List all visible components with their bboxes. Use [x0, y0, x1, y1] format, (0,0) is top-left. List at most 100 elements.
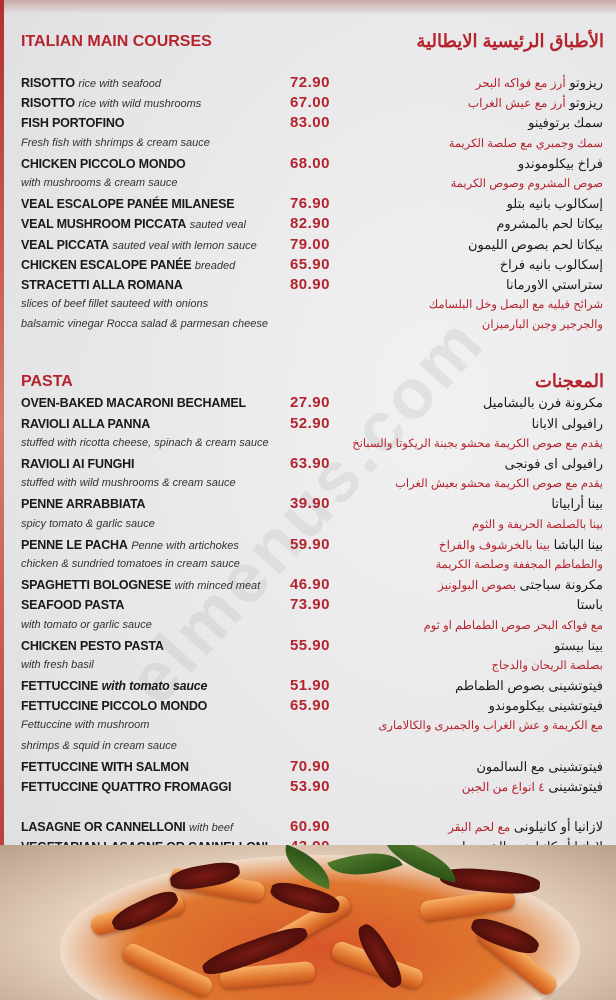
item-name-arabic: رافيولى اى فونجى	[504, 456, 603, 471]
item-name-arabic: مكرونة سباجتى	[519, 577, 603, 593]
item-name-ar: بينا الباشا بينا بالخرشوف والفراخ	[439, 537, 603, 553]
item-name-ar: إسكالوب بانيه فراخ	[500, 257, 603, 273]
item-name-arabic: ريزوتو	[569, 95, 603, 111]
menu: ITALIAN MAIN COURSES الأطباق الرئيسية الا…	[0, 31, 616, 858]
item-price: 59.90	[289, 535, 330, 553]
item-name: FETTUCCINE WITH SALMON	[21, 759, 189, 774]
item-description: with beef	[189, 822, 234, 835]
description-ar: والطماطم المجففة وصلصة الكريمة	[435, 558, 603, 571]
item-name-arabic: رافيولى الابانا	[531, 415, 603, 431]
item-name-ar: باستا	[577, 597, 603, 613]
item-name-arabic: بيكاتا لحم بصوص الليمون	[467, 236, 603, 252]
description-en: with tomato or garlic sauce	[21, 618, 152, 631]
item-name-arabic: بيكاتا لحم بالمشروم	[496, 216, 603, 232]
item-name-en: FETTUCCINE PICCOLO MONDO	[21, 699, 207, 713]
menu-item: VEAL MUSHROOM PICCATA sauted veal 82.90 بي…	[0, 214, 616, 234]
item-name-ar: فيتوتشينى بصوص الطماطم	[455, 678, 603, 694]
item-name-arabic: فيتوتشينى	[548, 779, 603, 794]
description-en: stuffed with wild mushrooms & cream sauc…	[21, 477, 236, 490]
item-name-en: FETTUCCINE QUATTRO FROMAGGI	[21, 780, 232, 794]
item-name-ar: بينا بيستو	[554, 638, 603, 654]
item-name-en: VEAL ESCALOPE PANÉE MILANESE	[21, 197, 235, 211]
description-en: shrimps & squid in cream sauce	[21, 739, 177, 752]
item-price: 82.90	[289, 215, 330, 233]
item-name-arabic: باستا	[576, 597, 603, 613]
item-name-ar: مكرونة سباجتى بصوص البولونيز	[438, 577, 603, 593]
section-header: ITALIAN MAIN COURSES الأطباق الرئيسية الا…	[0, 31, 616, 55]
item-price: 27.90	[289, 394, 330, 412]
description-ar: صوص المشروم وصوص الكريمة	[450, 177, 603, 190]
menu-item: PENNE LE PACHA Penne with artichokes 59.9…	[0, 535, 616, 555]
item-name: RAVIOLI ALLA PANNA	[21, 416, 151, 431]
menu-item: RAVIOLI ALLA PANNA 52.90 رافيولى الابانا	[0, 414, 616, 434]
item-name-arabic: فراخ بيكلوموندو	[517, 155, 603, 171]
item-name-en: SEAFOOD PASTA	[21, 598, 124, 612]
item-name: FETTUCCINE	[21, 679, 99, 694]
item-name-en: LASAGNE OR CANNELLONI with beef	[21, 820, 233, 834]
item-price: 80.90	[289, 275, 330, 293]
item-description-row: slices of beef fillet sauteed with onion…	[0, 295, 616, 315]
item-name-arabic: بينا بيستو	[554, 637, 603, 653]
section-title-ar: الأطباق الرئيسية الايطالية	[416, 31, 604, 51]
item-name-en: RAVIOLI ALLA PANNA	[21, 417, 150, 431]
item-name: VEAL PICCATA	[21, 237, 109, 252]
menu-item: FETTUCCINE QUATTRO FROMAGGI 53.90 فيتوتشين…	[0, 777, 616, 797]
item-name-ar: ريزوتو أرز مع فواكه البحر	[476, 75, 603, 91]
item-description-arabic: بصوص البولونيز	[437, 578, 516, 593]
menu-item: RAVIOLI AI FUNGHI 63.90 رافيولى اى فونجى	[0, 454, 616, 474]
pasta-photo	[0, 845, 616, 1000]
item-price: 79.00	[289, 235, 330, 253]
description-en: Fettuccine with mushroom	[21, 719, 150, 732]
item-name-ar: بيكاتا لحم بصوص الليمون	[468, 237, 603, 253]
description-en: slices of beef fillet sauteed with onion…	[21, 298, 209, 311]
item-description: sauted veal with lemon sauce	[112, 239, 257, 252]
item-description-row: spicy tomato & garlic sauce بينا بالصلصة …	[0, 515, 616, 535]
description-ar: سمك وجمبري مع صلصة الكريمة	[448, 137, 603, 150]
description-ar: بصلصة الريحان والدجاج	[491, 659, 603, 672]
item-price: 73.90	[289, 596, 330, 614]
menu-item: RISOTTO rice with seafood 72.90 ريزوتو أرز…	[0, 73, 616, 93]
description-ar: يقدم مع صوص الكريمة محشو بعيش الغراب	[395, 478, 603, 491]
item-description-row: with mushrooms & cream sauce صوص المشروم …	[0, 174, 616, 194]
description-ar: والجرجير وجبن البارميزان	[481, 319, 603, 332]
item-name: OVEN-BAKED MACARONI BECHAMEL	[21, 396, 246, 411]
item-name-ar: رافيولى الابانا	[532, 416, 603, 432]
section-header: PASTA المعجنات	[0, 371, 616, 393]
item-description-row: stuffed with wild mushrooms & cream sauc…	[0, 474, 616, 494]
item-name: STRACETTI ALLA ROMANA	[21, 277, 183, 292]
description-ar: مع فواكه البحر صوص الطماطم او ثوم	[423, 619, 603, 632]
description-en: spicy tomato & garlic sauce	[21, 517, 155, 530]
description-en: chicken & sundried tomatoes in cream sau…	[21, 557, 240, 570]
menu-item: SEAFOOD PASTA 73.90 باستا	[0, 595, 616, 615]
menu-item: FETTUCCINE with tomato sauce 51.90 فيتوتشي…	[0, 676, 616, 696]
item-price: 46.90	[289, 576, 330, 594]
item-name-en: CHICKEN PICCOLO MONDO	[21, 157, 186, 171]
description-ar: شرائح فيليه مع البصل وخل البلسامك	[428, 299, 603, 312]
description-ar: مع الكريمة و عش الغراب والجمبرى والكالام…	[378, 720, 603, 733]
group-gap	[0, 797, 616, 817]
item-description: with tomato sauce	[101, 679, 208, 694]
item-price: 70.90	[289, 757, 330, 775]
item-name: LASAGNE OR CANNELLONI	[21, 820, 186, 835]
item-name-ar: رافيولى اى فونجى	[505, 456, 603, 472]
item-description-row: chicken & sundried tomatoes in cream sau…	[0, 555, 616, 575]
item-description-row: balsamic vinegar Rocca salad & parmesan …	[0, 315, 616, 335]
item-name: SEAFOOD PASTA	[21, 598, 125, 613]
item-description-arabic: مع لحم البقر	[448, 820, 511, 835]
item-name-en: CHICKEN ESCALOPE PANÉE breaded	[21, 258, 235, 272]
section-title-en: ITALIAN MAIN COURSES	[21, 33, 212, 50]
item-name-ar: بينا أرابياتا	[551, 496, 603, 512]
description-en: with fresh basil	[21, 658, 94, 671]
menu-item: VEAL ESCALOPE PANÉE MILANESE 76.90 إسكالوب…	[0, 194, 616, 214]
item-description: rice with wild mushrooms	[78, 98, 202, 111]
item-name-ar: لازانيا أو كانيلونى مع لحم البقر	[448, 819, 603, 835]
item-name-arabic: فيتوتشينى بصوص الطماطم	[455, 678, 603, 694]
item-name-ar: بيكاتا لحم بالمشروم	[496, 216, 603, 232]
item-name: FISH PORTOFINO	[21, 116, 125, 131]
item-description: rice with seafood	[78, 78, 161, 90]
section-title-en: PASTA	[21, 373, 73, 391]
item-price: 51.90	[289, 677, 330, 695]
left-edge-decoration	[0, 0, 4, 845]
item-name-arabic: بينا الباشا	[553, 536, 603, 552]
menu-item: FETTUCCINE PICCOLO MONDO 65.90 فيتوتشينى ب…	[0, 696, 616, 716]
